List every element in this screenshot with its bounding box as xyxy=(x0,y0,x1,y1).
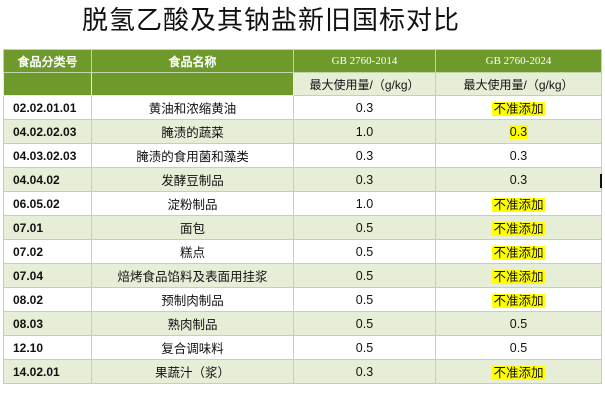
food-name-cell: 面包 xyxy=(91,215,294,240)
old-limit-cell: 1.0 xyxy=(293,191,436,216)
old-limit-cell: 0.3 xyxy=(293,95,436,120)
page-title: 脱氢乙酸及其钠盐新旧国标对比 xyxy=(82,6,461,36)
old-limit-cell: 0.3 xyxy=(293,143,436,168)
table-row: 07.02 糕点 0.5 不准添加 xyxy=(3,239,602,264)
table-row: 14.02.01 果蔬汁（浆） 0.3 不准添加 xyxy=(3,359,602,384)
old-limit-cell: 0.3 xyxy=(293,359,436,384)
old-limit-cell: 0.3 xyxy=(293,167,436,192)
comparison-table: 食品分类号 食品名称 GB 2760-2014 GB 2760-2024 最大使… xyxy=(3,49,602,384)
unit-blank-cell xyxy=(3,72,92,96)
food-name-cell: 糕点 xyxy=(91,239,294,264)
new-limit-highlight: 不准添加 xyxy=(492,222,545,236)
new-unit-label: 最大使用量/（g/kg） xyxy=(435,72,602,96)
new-limit-cell: 0.3 xyxy=(435,119,602,144)
header-code: 食品分类号 xyxy=(3,49,92,73)
table-row: 04.03.02.03 腌渍的食用菌和藻类 0.3 0.3 xyxy=(3,143,602,168)
new-limit-cell: 不准添加 xyxy=(435,263,602,288)
food-code-cell: 12.10 xyxy=(3,335,92,360)
new-limit-highlight: 不准添加 xyxy=(492,198,545,212)
header-old-standard: GB 2760-2014 xyxy=(293,49,436,73)
food-code-cell: 07.01 xyxy=(3,215,92,240)
new-limit-highlight: 不准添加 xyxy=(492,246,545,260)
new-limit-highlight: 不准添加 xyxy=(492,270,545,284)
unit-row: 最大使用量/（g/kg） 最大使用量/（g/kg） xyxy=(3,72,602,96)
new-limit-cell: 不准添加 xyxy=(435,239,602,264)
table-row: 07.01 面包 0.5 不准添加 xyxy=(3,215,602,240)
old-limit-cell: 0.5 xyxy=(293,311,436,336)
unit-blank-cell xyxy=(91,72,294,96)
food-name-cell: 果蔬汁（浆） xyxy=(91,359,294,384)
food-code-cell: 04.02.02.03 xyxy=(3,119,92,144)
new-limit-value: 0.3 xyxy=(509,148,528,163)
food-name-cell: 淀粉制品 xyxy=(91,191,294,216)
table-row: 08.02 预制肉制品 0.5 不准添加 xyxy=(3,287,602,312)
food-code-cell: 04.03.02.03 xyxy=(3,143,92,168)
old-limit-cell: 0.5 xyxy=(293,215,436,240)
table-row: 04.04.02 发酵豆制品 0.3 0.3 xyxy=(3,167,602,192)
table-row: 04.02.02.03 腌渍的蔬菜 1.0 0.3 xyxy=(3,119,602,144)
old-limit-cell: 0.5 xyxy=(293,287,436,312)
food-code-cell: 07.04 xyxy=(3,263,92,288)
new-limit-cell: 0.3 xyxy=(435,143,602,168)
food-name-cell: 黄油和浓缩黄油 xyxy=(91,95,294,120)
food-name-cell: 熟肉制品 xyxy=(91,311,294,336)
old-limit-cell: 0.5 xyxy=(293,335,436,360)
old-limit-cell: 0.5 xyxy=(293,263,436,288)
new-limit-cell: 不准添加 xyxy=(435,359,602,384)
food-code-cell: 04.04.02 xyxy=(3,167,92,192)
food-code-cell: 02.02.01.01 xyxy=(3,95,92,120)
new-limit-highlight: 不准添加 xyxy=(492,366,545,380)
food-code-cell: 14.02.01 xyxy=(3,359,92,384)
header-new-standard: GB 2760-2024 xyxy=(435,49,602,73)
food-name-cell: 焙烤食品馅料及表面用挂浆 xyxy=(91,263,294,288)
food-code-cell: 08.02 xyxy=(3,287,92,312)
table-body: 02.02.01.01 黄油和浓缩黄油 0.3 不准添加 04.02.02.03 腌渍的蔬… xyxy=(3,95,602,384)
food-code-cell: 07.02 xyxy=(3,239,92,264)
old-limit-cell: 0.5 xyxy=(293,239,436,264)
table-row: 08.03 熟肉制品 0.5 0.5 xyxy=(3,311,602,336)
food-code-cell: 06.05.02 xyxy=(3,191,92,216)
new-limit-cell: 不准添加 xyxy=(435,215,602,240)
new-limit-highlight: 不准添加 xyxy=(492,294,545,308)
table-row: 06.05.02 淀粉制品 1.0 不准添加 xyxy=(3,191,602,216)
new-limit-cell: 0.5 xyxy=(435,335,602,360)
header-row: 食品分类号 食品名称 GB 2760-2014 GB 2760-2024 xyxy=(3,49,602,73)
new-limit-cell: 不准添加 xyxy=(435,191,602,216)
table-row: 07.04 焙烤食品馅料及表面用挂浆 0.5 不准添加 xyxy=(3,263,602,288)
new-limit-value: 0.5 xyxy=(509,316,528,331)
header-name: 食品名称 xyxy=(91,49,294,73)
food-name-cell: 复合调味料 xyxy=(91,335,294,360)
new-limit-value: 0.5 xyxy=(509,340,528,355)
table-row: 02.02.01.01 黄油和浓缩黄油 0.3 不准添加 xyxy=(3,95,602,120)
food-code-cell: 08.03 xyxy=(3,311,92,336)
new-limit-cell: 0.3 xyxy=(435,167,602,192)
new-limit-cell: 不准添加 xyxy=(435,287,602,312)
food-name-cell: 预制肉制品 xyxy=(91,287,294,312)
food-name-cell: 腌渍的食用菌和藻类 xyxy=(91,143,294,168)
old-unit-label: 最大使用量/（g/kg） xyxy=(293,72,436,96)
food-name-cell: 腌渍的蔬菜 xyxy=(91,119,294,144)
food-name-cell: 发酵豆制品 xyxy=(91,167,294,192)
new-limit-cell: 不准添加 xyxy=(435,95,602,120)
old-limit-cell: 1.0 xyxy=(293,119,436,144)
new-limit-highlight: 不准添加 xyxy=(492,102,545,116)
new-limit-value: 0.3 xyxy=(509,172,528,187)
new-limit-cell: 0.5 xyxy=(435,311,602,336)
table-row: 12.10 复合调味料 0.5 0.5 xyxy=(3,335,602,360)
edge-marker xyxy=(600,174,602,188)
new-limit-highlight: 0.3 xyxy=(508,124,529,139)
